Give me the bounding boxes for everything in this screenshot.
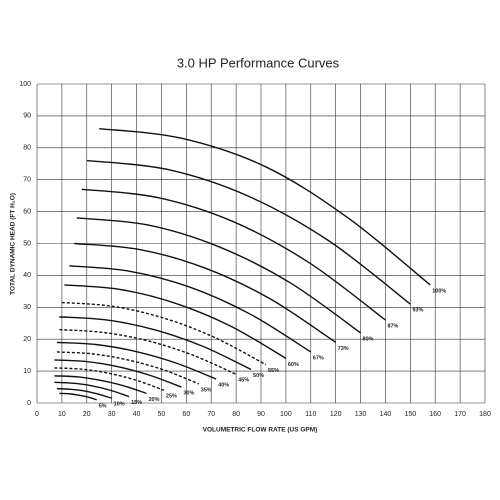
curve: [54, 367, 165, 391]
curve-label: 50%: [253, 373, 264, 379]
y-tick-label: 20: [23, 336, 31, 343]
x-tick-label: 30: [108, 411, 116, 418]
y-tick-label: 30: [23, 304, 31, 311]
curve-label: 60%: [288, 362, 299, 368]
curve-label: 55%: [268, 368, 279, 374]
curve: [76, 217, 361, 334]
x-tick-label: 70: [207, 411, 215, 418]
y-axis-label: TOTAL DYNAMIC HEAD (FT H₂O): [10, 193, 17, 295]
curve: [59, 328, 237, 375]
curve: [59, 392, 97, 401]
curve-label: 67%: [313, 355, 324, 361]
curve: [54, 359, 182, 388]
curve-label: 25%: [166, 394, 177, 400]
curve-label: 45%: [238, 378, 249, 384]
x-tick-label: 10: [58, 411, 66, 418]
curve: [74, 242, 337, 343]
y-tick-label: 40: [23, 272, 31, 279]
y-tick-label: 90: [23, 113, 31, 120]
y-tick-label: 70: [23, 177, 31, 184]
curve-label: 100%: [432, 288, 446, 294]
x-tick-label: 100: [280, 411, 292, 418]
x-tick-label: 110: [305, 411, 316, 418]
x-tick-label: 60: [182, 411, 190, 418]
curve: [56, 387, 112, 399]
x-tick-label: 170: [454, 411, 466, 418]
curve: [61, 301, 267, 366]
curve-label: 80%: [363, 336, 374, 342]
curve: [99, 127, 431, 286]
curve: [86, 159, 411, 305]
x-tick-label: 120: [330, 411, 342, 418]
curve-label: 35%: [201, 387, 212, 393]
x-tick-label: 180: [479, 411, 491, 418]
curve-label: 20%: [149, 397, 160, 403]
x-axis-label: VOLUMETRIC FLOW RATE (US GPM): [203, 427, 318, 434]
y-tick-label: 80: [23, 145, 31, 152]
x-tick-label: 90: [257, 411, 265, 418]
y-tick-label: 100: [19, 81, 31, 88]
curve: [81, 188, 386, 321]
curve-label: 73%: [338, 346, 349, 352]
curve: [69, 265, 312, 353]
curve-label: 10%: [114, 402, 125, 408]
x-tick-label: 140: [380, 411, 392, 418]
y-tick-label: 10: [23, 368, 31, 375]
x-tick-label: 20: [83, 411, 91, 418]
x-tick-label: 50: [158, 411, 166, 418]
x-tick-label: 0: [35, 411, 39, 418]
curve: [54, 381, 130, 398]
x-tick-label: 40: [133, 411, 141, 418]
curve: [54, 375, 147, 395]
chart-title: 3.0 HP Performance Curves: [177, 55, 340, 70]
curve-label: 93%: [412, 308, 423, 314]
curve-label: 15%: [131, 400, 142, 406]
y-tick-label: 0: [27, 400, 31, 407]
x-tick-label: 160: [429, 411, 441, 418]
curve: [64, 284, 287, 359]
curve-label: 30%: [183, 391, 194, 397]
curve-label: 87%: [387, 324, 398, 330]
curve-label: 5%: [99, 403, 107, 409]
x-tick-label: 80: [232, 411, 240, 418]
curve: [59, 316, 252, 371]
y-tick-label: 60: [23, 208, 31, 215]
curve: [56, 341, 217, 380]
x-tick-label: 150: [404, 411, 416, 418]
y-tick-label: 50: [23, 240, 31, 247]
x-tick-label: 130: [355, 411, 367, 418]
curve: [56, 351, 200, 385]
curve-label: 40%: [218, 383, 229, 389]
